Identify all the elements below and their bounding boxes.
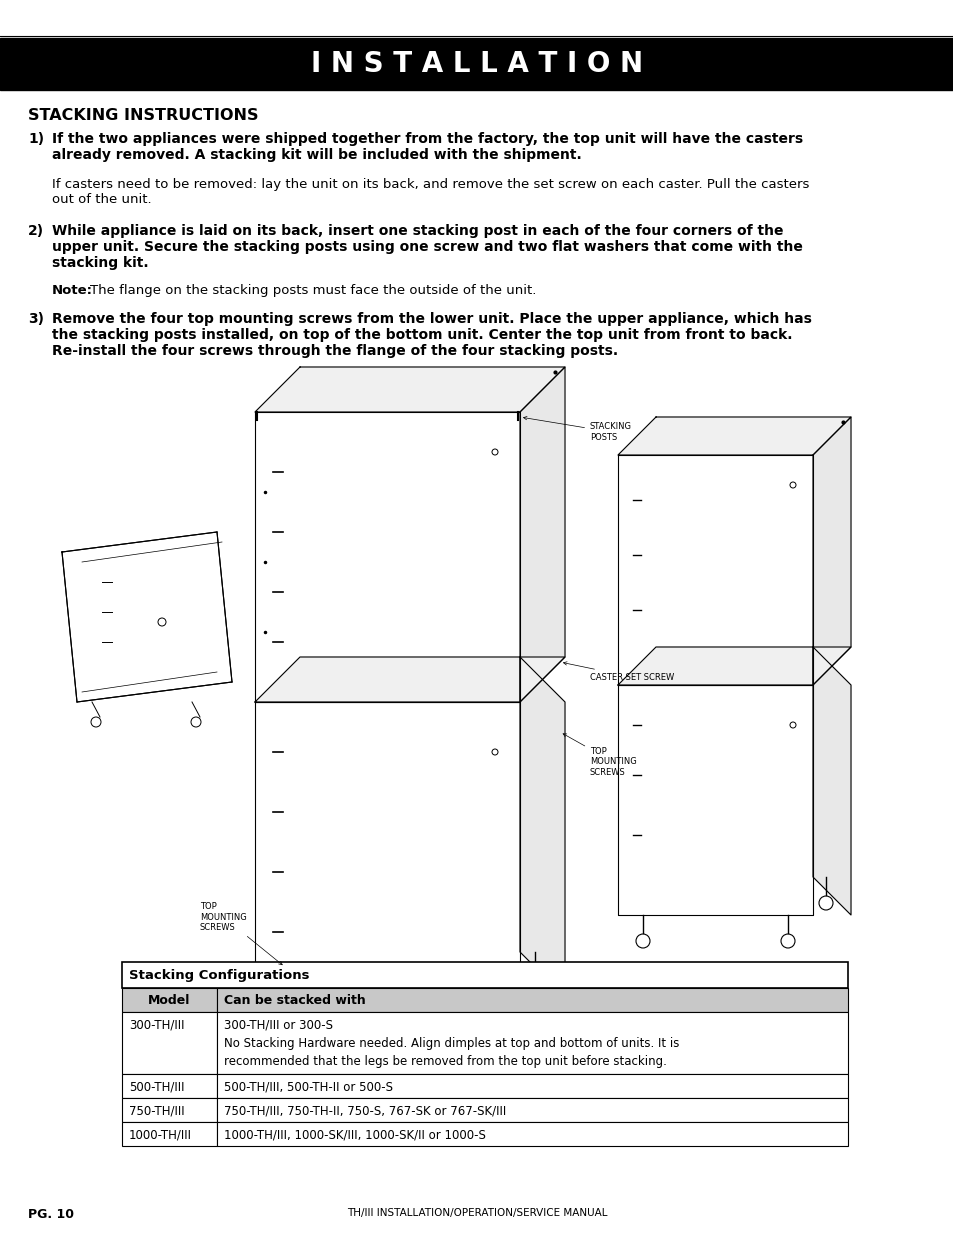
- Bar: [0, 38, 953, 90]
- Text: STACKING INSTRUCTIONS: STACKING INSTRUCTIONS: [28, 107, 258, 124]
- Text: 1): 1): [28, 132, 44, 146]
- Bar: [122, 1123, 216, 1146]
- Bar: [122, 1074, 216, 1098]
- Text: Can be stacked with: Can be stacked with: [224, 993, 365, 1007]
- Polygon shape: [254, 657, 564, 701]
- Bar: [122, 988, 216, 1011]
- Text: 2): 2): [28, 224, 44, 238]
- Text: 750-TH/III, 750-TH-II, 750-S, 767-SK or 767-SK/III: 750-TH/III, 750-TH-II, 750-S, 767-SK or …: [224, 1105, 506, 1118]
- Text: 500-TH/III, 500-TH-II or 500-S: 500-TH/III, 500-TH-II or 500-S: [224, 1081, 393, 1094]
- Text: TH/III INSTALLATION/OPERATION/SERVICE MANUAL: TH/III INSTALLATION/OPERATION/SERVICE MA…: [346, 1208, 607, 1218]
- Polygon shape: [812, 647, 850, 915]
- Text: 300-TH/III or 300-S
No Stacking Hardware needed. Align dimples at top and bottom: 300-TH/III or 300-S No Stacking Hardware…: [224, 1019, 679, 1068]
- Bar: [122, 1098, 216, 1123]
- Bar: [216, 988, 847, 1011]
- Text: If the two appliances were shipped together from the factory, the top unit will : If the two appliances were shipped toget…: [52, 132, 802, 162]
- Text: Remove the four top mounting screws from the lower unit. Place the upper applian: Remove the four top mounting screws from…: [52, 312, 811, 358]
- Polygon shape: [254, 701, 519, 997]
- Text: CASTER SET SCREW: CASTER SET SCREW: [563, 662, 674, 682]
- Polygon shape: [254, 412, 519, 701]
- Polygon shape: [618, 454, 812, 685]
- Bar: [216, 1098, 847, 1123]
- Polygon shape: [618, 647, 850, 685]
- Text: Model: Model: [148, 993, 191, 1007]
- Bar: [122, 962, 847, 988]
- Text: 1000-TH/III: 1000-TH/III: [129, 1129, 192, 1142]
- Polygon shape: [618, 417, 850, 454]
- Text: TOP
MOUNTING
SCREWS: TOP MOUNTING SCREWS: [562, 734, 636, 777]
- Text: Note:: Note:: [52, 284, 92, 296]
- Text: The flange on the stacking posts must face the outside of the unit.: The flange on the stacking posts must fa…: [90, 284, 536, 296]
- Polygon shape: [812, 417, 850, 685]
- Text: 1000-TH/III, 1000-SK/III, 1000-SK/II or 1000-S: 1000-TH/III, 1000-SK/III, 1000-SK/II or …: [224, 1129, 485, 1142]
- Bar: [216, 1123, 847, 1146]
- Text: I N S T A L L A T I O N: I N S T A L L A T I O N: [311, 49, 642, 78]
- Bar: [216, 1074, 847, 1098]
- Text: PG. 10: PG. 10: [28, 1208, 74, 1221]
- Text: TOP
MOUNTING
SCREWS: TOP MOUNTING SCREWS: [200, 902, 282, 965]
- Text: 300-TH/III: 300-TH/III: [129, 1019, 184, 1032]
- Text: 750-TH/III: 750-TH/III: [129, 1105, 185, 1118]
- Bar: [122, 1011, 216, 1074]
- Polygon shape: [254, 367, 564, 412]
- Bar: [216, 1011, 847, 1074]
- Text: 500-TH/III: 500-TH/III: [129, 1081, 184, 1094]
- Polygon shape: [519, 657, 564, 997]
- Polygon shape: [618, 685, 812, 915]
- Polygon shape: [519, 367, 564, 701]
- Text: STACKING
POSTS: STACKING POSTS: [523, 416, 631, 442]
- Text: 3): 3): [28, 312, 44, 326]
- Text: Stacking Configurations: Stacking Configurations: [129, 968, 309, 982]
- Text: If casters need to be removed: lay the unit on its back, and remove the set scre: If casters need to be removed: lay the u…: [52, 178, 808, 206]
- Text: While appliance is laid on its back, insert one stacking post in each of the fou: While appliance is laid on its back, ins…: [52, 224, 802, 270]
